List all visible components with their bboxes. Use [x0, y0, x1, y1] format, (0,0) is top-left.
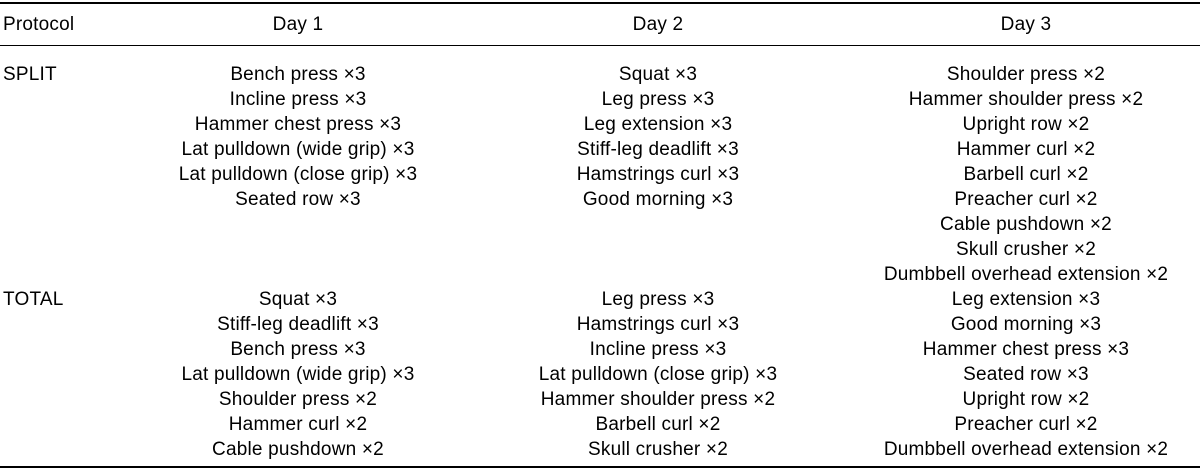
exercise-line: Preacher curl ×2: [954, 189, 1098, 210]
exercise-line: Hammer chest press ×3: [922, 339, 1130, 360]
exercise-line: Bench press ×3: [230, 339, 366, 360]
exercise-line: Preacher curl ×2: [954, 414, 1098, 435]
exercise-line: Seated row ×3: [963, 364, 1089, 385]
exercise-line: Cable pushdown ×2: [940, 214, 1112, 235]
table-row-total: TOTAL Squat ×3 Stiff-leg deadlift ×3 Bench…: [0, 287, 1200, 467]
exercise-line: Seated row ×3: [235, 189, 361, 210]
exercise-line: Hammer curl ×2: [228, 414, 368, 435]
exercise-line: Dumbbell overhead extension ×2: [883, 264, 1169, 285]
protocol-label-split: SPLIT: [3, 64, 57, 85]
total-day3-cell: Leg extension ×3 Good morning ×3 Hammer ch…: [852, 287, 1200, 467]
exercise-line: Hamstrings curl ×3: [576, 314, 740, 335]
exercise-line: Stiff-leg deadlift ×3: [577, 139, 739, 160]
exercise-line: Dumbbell overhead extension ×2: [883, 439, 1169, 460]
protocol-label-total: TOTAL: [3, 289, 64, 310]
exercise-line: Hammer shoulder press ×2: [540, 389, 776, 410]
exercise-line: Shoulder press ×2: [218, 389, 378, 410]
total-day1-cell: Squat ×3 Stiff-leg deadlift ×3 Bench press…: [132, 287, 464, 467]
exercise-line: Leg press ×3: [601, 89, 715, 110]
exercise-line: Cable pushdown ×2: [212, 439, 384, 460]
exercise-line: Squat ×3: [258, 289, 338, 310]
exercise-line: Hammer shoulder press ×2: [908, 89, 1144, 110]
table-row-split: SPLIT Bench press ×3 Incline press ×3 Hamm…: [0, 46, 1200, 288]
exercise-line: Skull crusher ×2: [956, 239, 1096, 260]
column-header-day3: Day 3: [852, 3, 1200, 46]
exercise-line: Lat pulldown (close grip) ×3: [178, 164, 418, 185]
column-header-day2: Day 2: [464, 3, 852, 46]
exercise-line: Good morning ×3: [582, 189, 734, 210]
split-day3-cell: Shoulder press ×2 Hammer shoulder press ×…: [852, 46, 1200, 288]
exercise-line: Hammer chest press ×3: [194, 114, 402, 135]
exercise-line: Lat pulldown (close grip) ×3: [538, 364, 778, 385]
split-day2-cell: Squat ×3 Leg press ×3 Leg extension ×3 Stif…: [464, 46, 852, 288]
total-day2-cell: Leg press ×3 Hamstrings curl ×3 Incline pr…: [464, 287, 852, 467]
exercise-line: Barbell curl ×2: [963, 164, 1089, 185]
exercise-line: Hamstrings curl ×3: [576, 164, 740, 185]
exercise-line: Lat pulldown (wide grip) ×3: [181, 139, 415, 160]
exercise-line: Upright row ×2: [962, 389, 1090, 410]
column-header-day1: Day 1: [132, 3, 464, 46]
exercise-line: Squat ×3: [618, 64, 698, 85]
exercise-line: Leg extension ×3: [583, 114, 733, 135]
exercise-line: Lat pulldown (wide grip) ×3: [181, 364, 415, 385]
exercise-line: Leg press ×3: [601, 289, 715, 310]
exercise-line: Incline press ×3: [589, 339, 727, 360]
exercise-line: Hammer curl ×2: [956, 139, 1096, 160]
exercise-line: Upright row ×2: [962, 114, 1090, 135]
exercise-line: Skull crusher ×2: [588, 439, 728, 460]
exercise-line: Incline press ×3: [229, 89, 367, 110]
exercise-line: Bench press ×3: [230, 64, 366, 85]
exercise-line: Stiff-leg deadlift ×3: [217, 314, 379, 335]
exercise-line: Shoulder press ×2: [946, 64, 1106, 85]
table-header: Protocol Day 1 Day 2 Day 3: [0, 3, 1200, 46]
exercise-line: Good morning ×3: [950, 314, 1102, 335]
column-header-protocol: Protocol: [0, 3, 132, 46]
exercise-line: Barbell curl ×2: [595, 414, 721, 435]
exercise-line: Leg extension ×3: [951, 289, 1101, 310]
split-day1-cell: Bench press ×3 Incline press ×3 Hammer che…: [132, 46, 464, 288]
